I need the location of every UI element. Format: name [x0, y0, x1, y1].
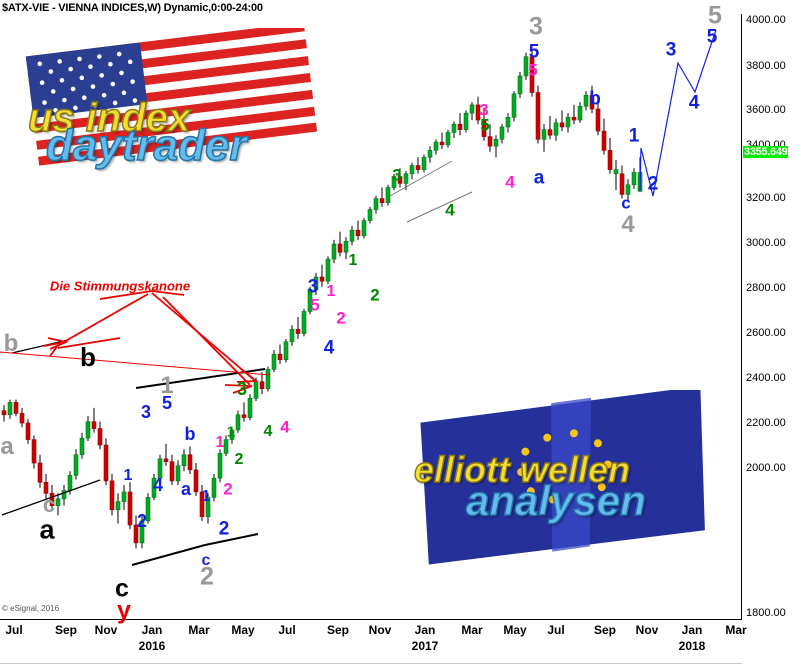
date-axis-month: Sep [54, 623, 78, 637]
wave-label: 2 [370, 285, 380, 305]
eu-logo-line1: elliott wellen [413, 449, 631, 490]
wave-label: 5 [161, 393, 173, 413]
date-axis-month: Jul [547, 623, 565, 637]
wave-label: 1 [226, 423, 236, 441]
date-axis-month: Jul [278, 623, 296, 637]
wave-label: 5 [528, 60, 538, 80]
wave-label: 4 [263, 423, 273, 440]
price-axis-label: 2000.00 [746, 462, 786, 474]
wave-label: 3 [665, 39, 677, 61]
date-axis-month: Jan [414, 623, 436, 637]
wave-label: 3 [529, 12, 543, 41]
wave-label: 1 [348, 252, 358, 269]
wave-label: 2 [218, 518, 230, 540]
wave-label: 2 [136, 511, 148, 531]
wave-label: c [621, 193, 631, 213]
wave-label: b [184, 424, 196, 444]
wave-label: 3 [392, 165, 402, 185]
price-axis: 4000.00 3800.00 3600.00 3400.00 3200.00 3000.… [742, 14, 808, 620]
wave-label: 1 [201, 488, 211, 505]
wave-label: 4 [621, 211, 635, 238]
wave-label: a [0, 433, 14, 460]
date-axis-month: Nov [368, 623, 392, 637]
wave-label: 5 [706, 26, 718, 48]
date-axis-month: Sep [593, 623, 617, 637]
us-logo-line2: daytrader [45, 121, 247, 170]
wave-label: 4 [152, 475, 164, 495]
date-axis-month: Jul [5, 623, 23, 637]
wave-label: c [42, 492, 56, 517]
wave-label: c [115, 574, 129, 603]
date-axis-month: Jan [141, 623, 163, 637]
date-axis-month: Nov [635, 623, 659, 637]
date-axis-year: 2016 [138, 639, 166, 653]
price-axis-label: 2600.00 [746, 327, 786, 339]
date-axis: Jul Sep Nov Jan Mar May Jul Sep Nov Jan Mar May Jul S… [0, 621, 747, 664]
date-axis-month: May [503, 623, 527, 637]
wave-label: 5 [310, 295, 320, 315]
wave-label: 3 [479, 100, 489, 120]
wave-label: c [201, 552, 211, 569]
date-axis-month: Mar [188, 623, 210, 637]
wave-label: 5 [480, 115, 490, 135]
wave-label: 1 [628, 125, 640, 147]
annotation-die-stimmungskanone: Die Stimmungskanone [49, 278, 191, 294]
wave-label: 4 [323, 337, 335, 359]
date-axis-year: 2018 [678, 639, 706, 653]
wave-label: b [3, 330, 19, 357]
wave-label: 4 [280, 417, 290, 437]
copyright-notice: © eSignal, 2016 [2, 604, 60, 613]
price-axis-label: 2800.00 [746, 282, 786, 294]
price-axis-label: 1800.00 [746, 607, 786, 619]
date-axis-month: Jan [681, 623, 703, 637]
wave-label: 3 [236, 379, 248, 399]
wave-label: b [589, 88, 601, 110]
wave-label: y [117, 596, 131, 625]
price-axis-label: 2400.00 [746, 372, 786, 384]
wave-label: 2 [647, 173, 659, 195]
wave-label: 5 [708, 1, 722, 30]
wave-label: 3 [140, 402, 152, 422]
wave-label: 2 [336, 308, 346, 328]
wave-label: b [80, 342, 96, 372]
date-axis-year: 2017 [411, 639, 439, 653]
wave-label: 5 [528, 41, 540, 63]
wave-label: 1 [123, 467, 133, 484]
wave-label: 4 [505, 172, 515, 192]
elliott-wellen-analysen-logo: elliott wellen analysen [408, 386, 728, 570]
wave-label: 3 [307, 276, 319, 298]
last-price-badge: 3355.649 [743, 146, 789, 158]
date-axis-month: May [231, 623, 255, 637]
us-index-daytrader-logo: us index daytrader [10, 22, 355, 170]
eu-flag-graphic [420, 386, 705, 565]
wave-label: 2 [234, 451, 244, 468]
wave-label: 2 [200, 562, 214, 591]
eu-logo-line2: analysen [465, 477, 646, 524]
price-axis-label: 3000.00 [746, 237, 786, 249]
price-axis-label: 4000.00 [746, 14, 786, 26]
wave-label: 4 [688, 92, 700, 114]
plot-area[interactable] [0, 14, 742, 620]
us-logo-line1: us index [27, 96, 191, 140]
date-axis-month: Sep [326, 623, 350, 637]
wave-label: 4 [445, 200, 455, 220]
date-axis-month: Nov [94, 623, 118, 637]
wave-label: 1 [160, 372, 174, 399]
wave-label: a [180, 479, 192, 499]
price-axis-label: 3800.00 [746, 60, 786, 72]
chart-title: $ATX-VIE - VIENNA INDICES,W) Dynamic,0:0… [2, 2, 263, 14]
date-axis-month: Mar [461, 623, 483, 637]
date-axis-month: Mar [725, 623, 747, 637]
us-flag-graphic [25, 22, 318, 166]
price-axis-label: 3600.00 [746, 104, 786, 116]
wave-label: 2 [223, 479, 233, 499]
price-axis-label: 2200.00 [746, 417, 786, 429]
wave-label: a [533, 167, 545, 189]
wave-label: 1 [215, 434, 225, 451]
wave-label: a [39, 514, 55, 545]
price-axis-label: 3200.00 [746, 192, 786, 204]
wave-label: 1 [326, 283, 336, 300]
